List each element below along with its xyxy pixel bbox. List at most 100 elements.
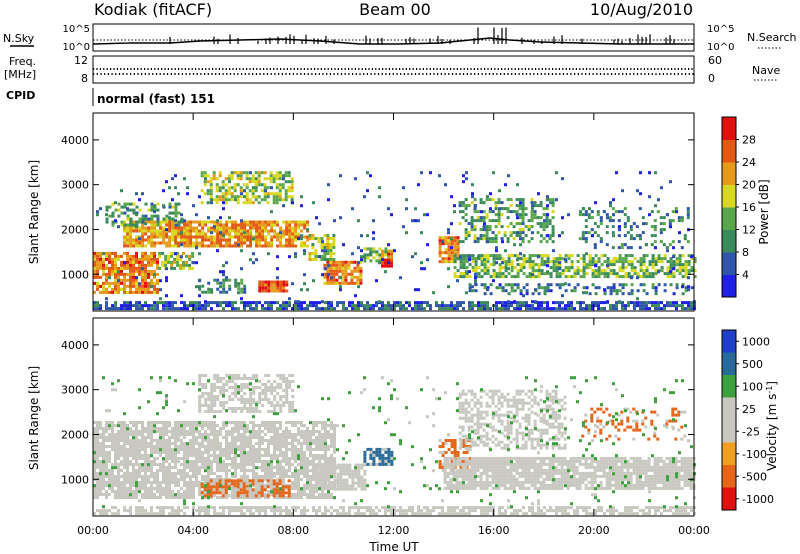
power-cell <box>461 210 465 214</box>
power-cell <box>584 219 588 223</box>
velocity-cell <box>222 448 225 451</box>
power-cell <box>542 207 546 211</box>
velocity-cell <box>186 448 189 451</box>
power-cell <box>555 263 559 267</box>
power-cell <box>512 210 516 214</box>
power-cell <box>153 284 156 288</box>
power-cell <box>579 275 583 279</box>
velocity-cell <box>312 509 315 513</box>
power-cell <box>342 307 345 311</box>
velocity-cell <box>111 433 114 436</box>
power-cell <box>527 240 531 244</box>
velocity-cell <box>285 460 288 463</box>
power-cell <box>266 192 270 196</box>
power-cell <box>411 307 414 311</box>
power-y-axis-label: Slant Range [km] <box>27 160 41 264</box>
velocity-cell <box>180 475 183 478</box>
power-cell <box>144 278 147 282</box>
power-cell <box>141 307 144 311</box>
velocity-cell <box>186 475 189 478</box>
power-cell <box>653 225 657 229</box>
power-cell <box>267 244 271 248</box>
velocity-cell <box>147 490 150 493</box>
velocity-cell <box>189 427 192 430</box>
power-cell <box>284 171 288 175</box>
velocity-cell <box>159 506 162 510</box>
power-cell <box>618 266 622 270</box>
power-cell <box>582 260 586 264</box>
velocity-cell <box>153 463 156 466</box>
power-cell <box>182 251 186 255</box>
power-cell <box>687 304 690 308</box>
power-cell <box>201 220 205 224</box>
velocity-cell <box>150 460 153 463</box>
velocity-cell <box>228 451 231 454</box>
power-cell <box>359 275 363 279</box>
power-cell <box>294 255 297 259</box>
velocity-cell <box>207 512 210 516</box>
velocity-cell <box>279 506 282 510</box>
nsearch-label: N.Search <box>747 31 797 44</box>
velocity-cell <box>264 469 267 472</box>
power-cell <box>159 229 163 233</box>
power-cell <box>548 219 552 223</box>
power-cell <box>270 226 274 230</box>
power-cell <box>186 238 190 242</box>
power-cell <box>306 304 309 308</box>
power-cell <box>690 266 694 270</box>
power-cell <box>198 195 201 199</box>
power-cell <box>96 213 99 217</box>
velocity-cell <box>132 481 135 484</box>
power-cell <box>300 234 303 238</box>
power-cell <box>204 307 207 311</box>
velocity-cell <box>144 496 147 499</box>
power-cell <box>585 263 589 267</box>
power-cell <box>189 235 193 239</box>
power-cell <box>597 307 600 311</box>
power-cell <box>378 186 381 190</box>
velocity-cell <box>147 496 150 499</box>
velocity-cell <box>192 442 195 445</box>
power-cell <box>123 284 126 288</box>
velocity-cell <box>345 512 348 516</box>
velocity-cell <box>270 466 273 469</box>
power-cell <box>447 245 451 249</box>
power-cell <box>615 257 619 261</box>
power-cell <box>603 254 607 258</box>
velocity-cell <box>129 475 132 478</box>
velocity-cell <box>141 445 144 448</box>
velocity-cell <box>237 506 240 510</box>
power-cell <box>462 201 465 205</box>
velocity-cell <box>213 421 216 424</box>
velocity-cell <box>159 487 162 490</box>
velocity-cell <box>102 448 105 451</box>
power-cell <box>518 222 522 226</box>
velocity-cell <box>600 506 603 510</box>
velocity-cell <box>201 433 204 436</box>
velocity-cell <box>141 478 144 481</box>
power-cell <box>204 304 207 308</box>
power-cell <box>510 283 514 287</box>
power-cell <box>390 249 393 253</box>
velocity-cell <box>471 509 474 513</box>
power-cell <box>123 263 126 267</box>
velocity-cell <box>474 509 477 513</box>
power-cell <box>279 226 283 230</box>
power-cell <box>533 210 537 214</box>
power-cell <box>222 234 225 238</box>
velocity-cell <box>96 475 99 478</box>
power-cell <box>594 201 597 205</box>
power-cell <box>476 240 480 244</box>
power-cell <box>471 195 474 199</box>
velocity-cell <box>282 466 285 469</box>
power-cell <box>300 301 303 305</box>
power-cell <box>641 216 645 220</box>
velocity-cell <box>204 451 207 454</box>
power-cell <box>200 189 204 193</box>
power-cell <box>231 223 235 227</box>
velocity-cell <box>273 484 276 487</box>
power-cell <box>168 216 171 220</box>
velocity-cell <box>243 506 246 510</box>
velocity-cell <box>597 509 600 513</box>
power-cell <box>375 259 379 263</box>
